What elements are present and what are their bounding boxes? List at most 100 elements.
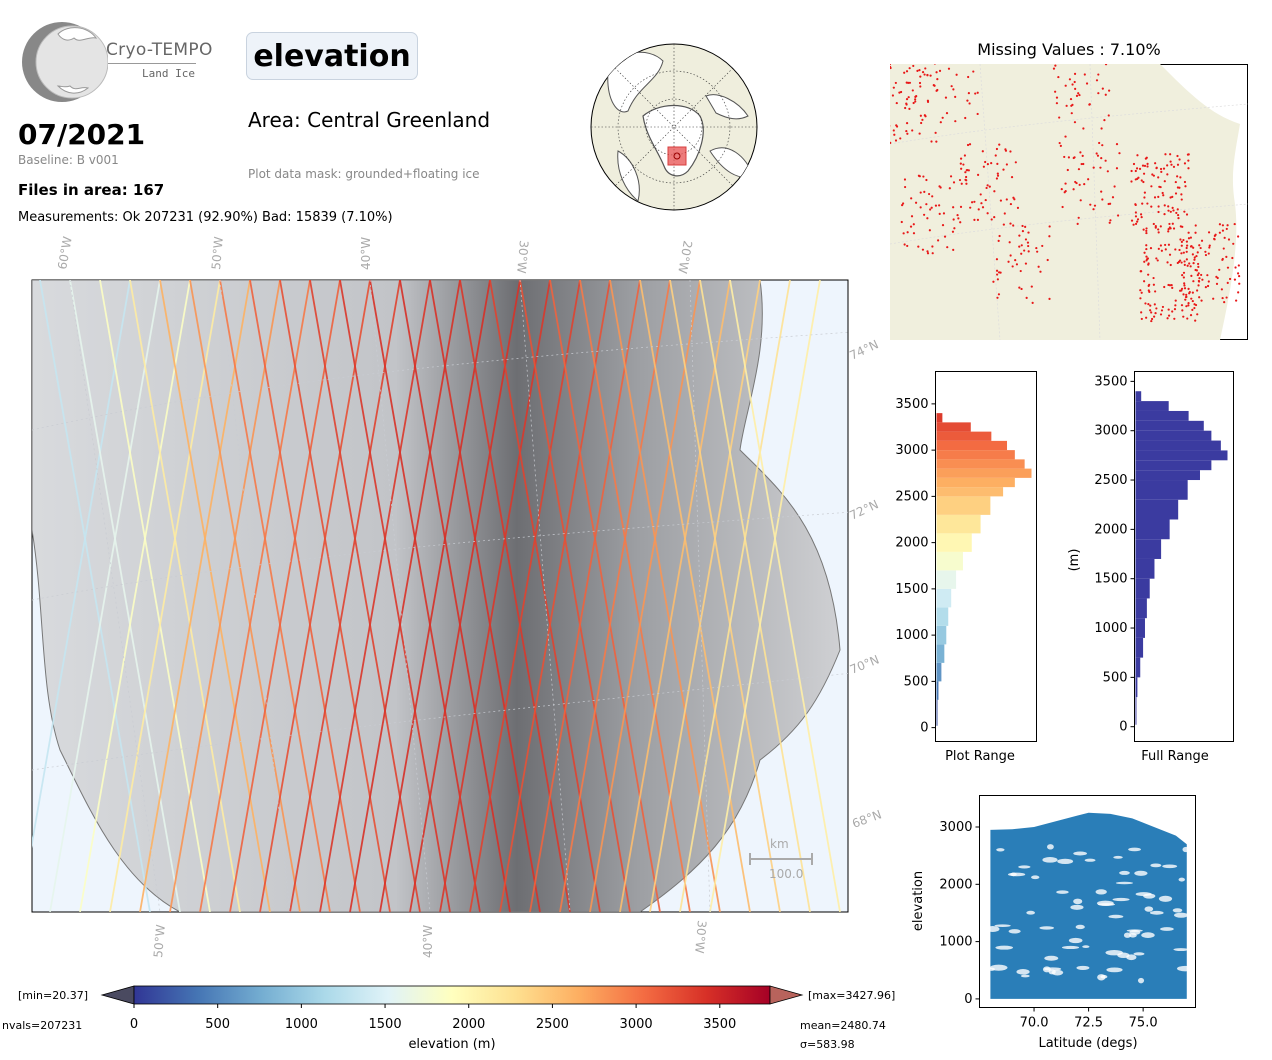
missing-point [1238, 282, 1241, 285]
ground-track [159, 280, 271, 912]
missing-point [995, 177, 999, 180]
area-label: Area: Central Greenland [248, 108, 491, 132]
missing-point [919, 191, 922, 194]
missing-point [1106, 170, 1109, 173]
missing-point [1187, 304, 1190, 307]
ground-track [109, 280, 221, 912]
missing-point [1037, 265, 1040, 268]
missing-point [891, 94, 895, 97]
missing-point [1142, 172, 1146, 175]
missing-point [1108, 221, 1111, 224]
missing-point [933, 84, 936, 87]
missing-point [910, 197, 913, 200]
histogram-bar [936, 496, 991, 515]
missing-point [934, 204, 938, 207]
missing-point [1175, 211, 1178, 215]
colorbar-max: [max=3427.96] [808, 989, 895, 1002]
missing-point [919, 114, 922, 117]
missing-point [986, 163, 989, 166]
missing-point [1169, 263, 1172, 267]
missing-point [1076, 222, 1079, 225]
missing-point [938, 69, 942, 72]
histogram-bar [936, 413, 943, 423]
scatter-gap [1084, 858, 1096, 862]
histogram-bar [936, 450, 1015, 460]
missing-point [1221, 229, 1225, 232]
missing-point [905, 98, 909, 101]
missing-point [1009, 254, 1012, 257]
missing-point [1185, 213, 1189, 216]
scatter-gap [1020, 974, 1030, 978]
histogram-bar [1135, 519, 1170, 540]
missing-point [902, 232, 905, 235]
missing-point [1171, 206, 1174, 210]
missing-values-title: Missing Values : 7.10% [977, 40, 1161, 59]
scatter-gap [1174, 912, 1189, 918]
missing-point [1135, 167, 1139, 170]
missing-point [1186, 153, 1190, 156]
missing-point [1160, 170, 1163, 173]
histogram-bar [936, 551, 963, 571]
missing-point [901, 204, 904, 207]
histogram-bar [936, 662, 942, 682]
missing-point [1020, 244, 1023, 247]
missing-point [1149, 309, 1152, 312]
lat-label: 74°N [847, 337, 880, 362]
ground-track [279, 280, 391, 912]
missing-point [1159, 313, 1163, 316]
missing-point [1077, 168, 1081, 171]
histogram-bar [936, 477, 1015, 488]
missing-point [1227, 238, 1231, 241]
missing-point [1218, 231, 1221, 234]
missing-point [1199, 246, 1202, 250]
ground-track [99, 280, 211, 912]
missing-point [1167, 243, 1171, 246]
missing-point [1139, 213, 1143, 216]
missing-point [1109, 219, 1112, 222]
missing-point [914, 100, 917, 103]
missing-point [1221, 224, 1225, 227]
missing-point [1115, 167, 1119, 170]
missing-point [1130, 180, 1133, 183]
scatter-gap [1096, 900, 1114, 906]
missing-point [906, 231, 909, 234]
scatter-gap [1113, 855, 1123, 859]
missing-point [1143, 260, 1146, 263]
missing-point [1198, 244, 1201, 247]
missing-point [935, 89, 938, 92]
scatter-gap [1018, 865, 1031, 869]
missing-point [923, 190, 926, 193]
missing-point [1055, 102, 1059, 105]
missing-point [1147, 262, 1150, 265]
scatter-xlabel: Latitude (degs) [1038, 1036, 1137, 1051]
scatter-gap [1073, 851, 1088, 856]
missing-point [1095, 79, 1099, 82]
histogram-tick-label: 2500 [1094, 473, 1127, 488]
scatter-ytick-label: 3000 [939, 820, 972, 835]
scatter-gap [1143, 893, 1156, 899]
histogram-bar [936, 468, 1032, 478]
missing-point [1215, 282, 1219, 285]
missing-point [1134, 215, 1138, 218]
missing-point [1196, 289, 1199, 292]
missing-point [1118, 152, 1121, 155]
missing-point [944, 96, 948, 99]
missing-point [1192, 261, 1195, 265]
missing-point [965, 182, 968, 185]
missing-point [926, 99, 930, 102]
missing-point [1222, 247, 1225, 250]
missing-point [1166, 317, 1169, 320]
scatter-gap [1123, 932, 1131, 938]
missing-point [1109, 202, 1112, 205]
missing-point [931, 252, 934, 255]
missing-point [1144, 302, 1147, 305]
ground-track [189, 280, 301, 912]
missing-point [1054, 90, 1057, 93]
histogram-tick-label: 500 [904, 674, 929, 689]
missing-point [977, 208, 980, 211]
missing-point [892, 129, 895, 132]
missing-point [1152, 283, 1155, 286]
missing-point [1207, 231, 1211, 234]
missing-point [1221, 296, 1224, 300]
missing-point [1204, 250, 1207, 253]
